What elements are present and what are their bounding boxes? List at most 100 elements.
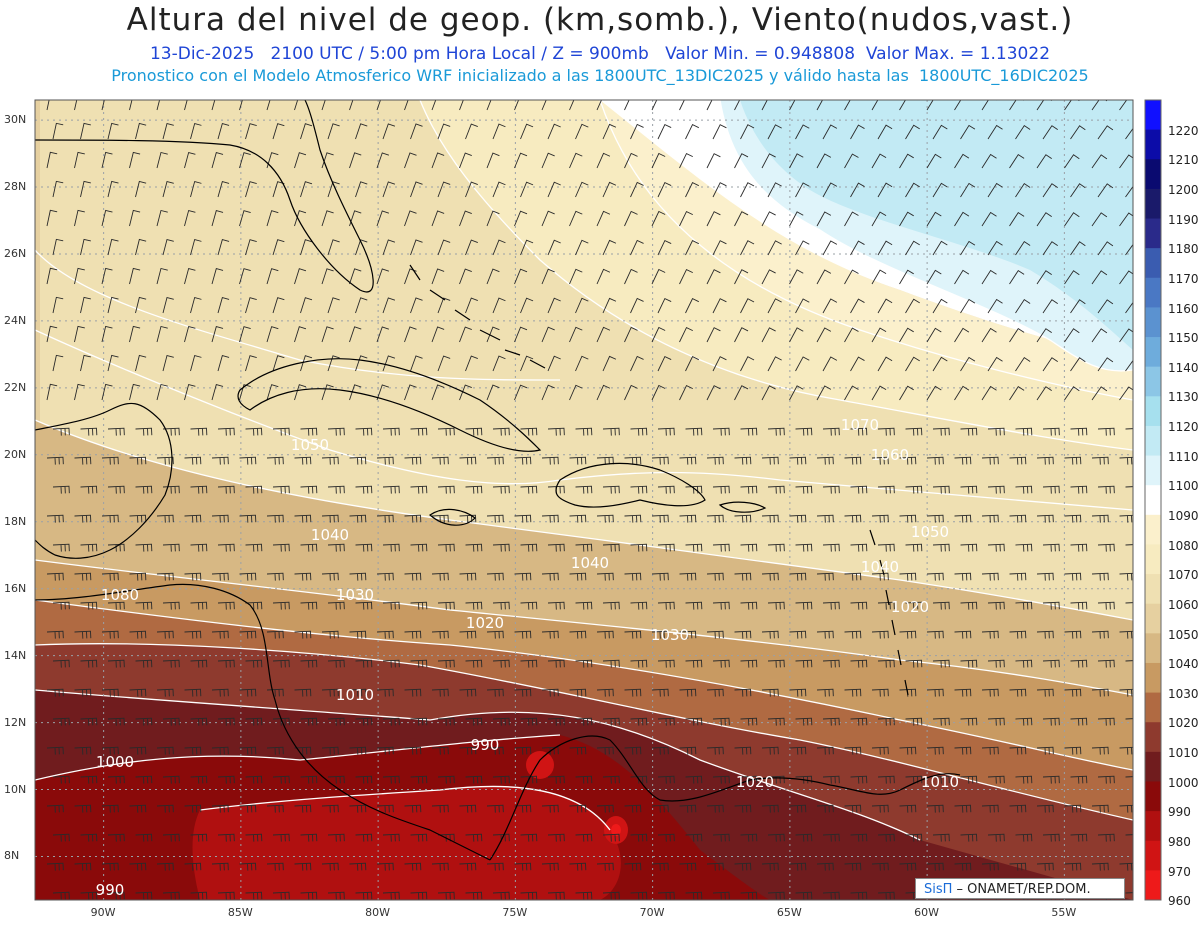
colorbar-level-label: 1050	[1168, 627, 1199, 642]
wind-barb	[905, 717, 923, 726]
wind-barb	[569, 268, 583, 285]
wind-barb	[1009, 385, 1025, 401]
wind-barb	[987, 659, 1005, 668]
wind-barb	[822, 124, 838, 140]
colorbar-swatch	[1145, 662, 1161, 694]
wind-barb	[899, 862, 917, 871]
wind-barb	[706, 456, 724, 465]
wind-barb	[602, 123, 617, 140]
wind-barb	[162, 238, 174, 256]
wind-barb	[52, 659, 70, 668]
wind-barb	[410, 355, 423, 372]
wind-barb	[190, 296, 202, 314]
wind-barb	[734, 211, 749, 227]
bahamas	[409, 264, 546, 369]
wind-barb	[926, 385, 942, 401]
wind-barb	[245, 601, 263, 610]
wind-barb	[184, 100, 188, 111]
wind-barb	[679, 153, 693, 169]
wind-barb	[954, 385, 970, 401]
wind-barb	[135, 485, 153, 494]
wind-barb	[960, 775, 978, 784]
wind-barb	[135, 775, 153, 784]
wind-barb	[1091, 154, 1108, 169]
colorbar-swatch	[1145, 870, 1161, 901]
wind-barb	[932, 356, 948, 372]
wind-barb	[404, 210, 417, 227]
wind-barb	[822, 659, 840, 668]
colorbar-level-label: 1140	[1168, 360, 1199, 375]
wind-barb	[294, 514, 312, 523]
wind-barb	[355, 601, 373, 610]
wind-barb	[321, 152, 334, 169]
wind-barb	[734, 514, 752, 523]
wind-barb	[321, 456, 339, 465]
credit-text: – ONAMET/REP.DOM.	[952, 882, 1091, 897]
wind-barb	[850, 833, 868, 842]
lesser-antilles	[869, 529, 909, 696]
wind-barb	[294, 100, 299, 111]
wind-barb	[349, 746, 367, 755]
wind-barb	[850, 601, 868, 610]
wind-barb	[382, 427, 400, 436]
colorbar-swatch	[1145, 188, 1161, 220]
wind-barb	[211, 630, 229, 639]
wind-barb	[1036, 746, 1054, 755]
wind-barb	[129, 456, 147, 465]
wind-barb	[960, 485, 978, 494]
wind-barb	[1015, 485, 1033, 494]
lat-tick-label: 20N	[4, 447, 27, 461]
wind-barb	[190, 833, 208, 842]
wind-barb	[486, 572, 504, 581]
wind-barb	[459, 100, 464, 111]
wind-barb	[404, 100, 409, 111]
wind-barb	[184, 630, 202, 639]
wind-barb	[822, 182, 838, 198]
wind-barb	[245, 543, 263, 552]
wind-barb	[1091, 746, 1109, 755]
wind-barb	[816, 630, 834, 639]
wind-barb	[981, 385, 997, 401]
wind-barb	[547, 775, 565, 784]
wind-barb	[761, 630, 779, 639]
lat-tick-label: 14N	[4, 648, 27, 662]
wind-barb	[459, 152, 472, 169]
wind-barb	[514, 746, 532, 755]
wind-barb	[960, 601, 978, 610]
band-980	[192, 786, 621, 900]
wind-barb	[712, 240, 727, 256]
wind-barb	[877, 356, 893, 372]
wind-barb	[795, 659, 813, 668]
wind-barb	[245, 297, 257, 314]
wind-barb	[789, 100, 796, 111]
wind-barb	[404, 746, 422, 755]
wind-barb	[1042, 775, 1060, 784]
wind-barb	[410, 297, 423, 314]
wind-barb	[987, 485, 1005, 494]
wind-barb	[184, 804, 202, 813]
contour-label: 1010	[921, 773, 959, 791]
wind-barb	[355, 775, 373, 784]
wind-barb	[706, 804, 724, 813]
wind-barb	[844, 153, 859, 169]
wind-barb	[871, 211, 887, 227]
wind-barb	[327, 717, 345, 726]
wind-barb	[1064, 862, 1082, 871]
wind-barb	[1119, 746, 1133, 755]
wind-barb	[706, 327, 721, 343]
wind-barb	[987, 601, 1005, 610]
wind-barb	[1036, 514, 1054, 523]
wind-barb	[712, 298, 727, 314]
wind-barb	[465, 427, 483, 436]
wind-barb	[349, 572, 367, 581]
wind-barb	[899, 456, 917, 465]
wind-barb	[46, 209, 58, 227]
wind-barb	[1125, 243, 1133, 256]
wind-barb	[877, 717, 895, 726]
wind-barb	[266, 100, 271, 111]
contour-label: 1030	[651, 626, 689, 644]
wind-barb	[569, 630, 587, 639]
wind-barb	[789, 153, 804, 169]
wind-barb	[624, 804, 642, 813]
wind-barb	[932, 240, 948, 256]
